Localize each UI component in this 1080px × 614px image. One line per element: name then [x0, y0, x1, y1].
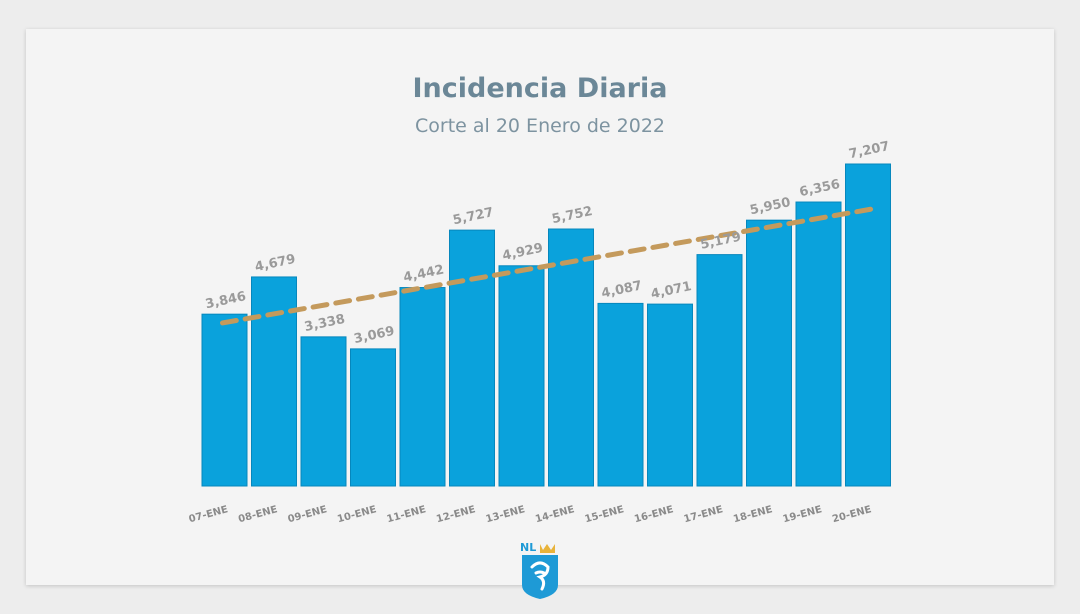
chart-title: Incidencia Diaria — [412, 73, 668, 104]
bar-16-ENE — [647, 303, 693, 487]
x-tick-label: 10-ENE — [336, 504, 378, 525]
data-label-11-ENE: 4,442 — [402, 263, 445, 286]
bar-08-ENE — [251, 276, 297, 487]
bar-11-ENE — [399, 287, 446, 487]
x-tick-label: 14-ENE — [534, 504, 576, 525]
chart-subtitle: Corte al 20 Enero de 2022 — [415, 115, 665, 137]
x-tick-label: 09-ENE — [287, 504, 329, 525]
data-label-07-ENE: 3,846 — [204, 289, 247, 312]
x-tick-label: 20-ENE — [831, 504, 873, 525]
x-tick-label: 08-ENE — [237, 504, 279, 525]
x-tick-label: 13-ENE — [485, 504, 527, 525]
x-tick-label: 17-ENE — [683, 504, 725, 525]
data-label-15-ENE: 4,087 — [600, 278, 643, 301]
data-label-12-ENE: 5,727 — [452, 205, 495, 228]
bar-19-ENE — [795, 201, 842, 487]
bar-10-ENE — [350, 348, 396, 487]
bar-15-ENE — [597, 302, 644, 487]
data-label-16-ENE: 4,071 — [650, 279, 693, 302]
data-label-08-ENE: 4,679 — [254, 252, 297, 275]
data-label-18-ENE: 5,950 — [749, 195, 792, 218]
bar-17-ENE — [696, 254, 743, 487]
bar-12-ENE — [449, 229, 495, 487]
bar-18-ENE — [746, 219, 792, 487]
x-tick-label: 15-ENE — [584, 504, 626, 525]
data-label-17-ENE: 5,179 — [699, 230, 742, 253]
data-label-10-ENE: 3,069 — [353, 324, 396, 347]
bar-20-ENE — [845, 163, 891, 487]
data-label-14-ENE: 5,752 — [551, 204, 594, 227]
x-tick-label: 16-ENE — [633, 504, 675, 525]
bar-07-ENE — [201, 313, 248, 487]
data-label-19-ENE: 6,356 — [798, 177, 841, 200]
logo-text: NL — [520, 541, 537, 554]
x-tick-label: 12-ENE — [435, 504, 477, 525]
bar-09-ENE — [300, 336, 347, 487]
data-label-20-ENE: 7,207 — [848, 139, 891, 162]
bar-13-ENE — [498, 265, 545, 487]
x-tick-label: 07-ENE — [188, 504, 230, 525]
nuevo-leon-logo: NL — [518, 541, 562, 601]
data-label-13-ENE: 4,929 — [501, 241, 544, 264]
bar-14-ENE — [548, 228, 594, 487]
x-tick-label: 19-ENE — [782, 504, 824, 525]
x-tick-label: 18-ENE — [732, 504, 774, 525]
trendline — [220, 206, 875, 326]
data-label-09-ENE: 3,338 — [303, 312, 346, 335]
crown-shield-icon — [522, 544, 558, 599]
x-tick-label: 11-ENE — [386, 504, 428, 525]
